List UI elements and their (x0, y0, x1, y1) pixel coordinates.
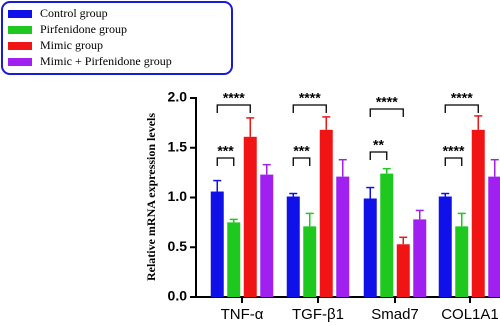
legend-label: Pirfenidone group (40, 22, 127, 36)
bar (488, 176, 500, 297)
significance-label: *** (293, 143, 310, 159)
bar (319, 129, 333, 297)
significance-label: **** (443, 143, 465, 159)
bar (227, 222, 241, 297)
bar (471, 129, 485, 297)
x-tick-label: TGF-β1 (292, 306, 344, 323)
legend-label: Mimic group (40, 38, 103, 52)
x-tick-label: TNF-α (221, 306, 264, 323)
bar (286, 196, 300, 297)
legend-swatch (8, 10, 32, 18)
significance-bracket (444, 157, 463, 166)
legend-label: Mimic + Pirfenidone group (40, 54, 172, 68)
significance-bracket (369, 151, 388, 160)
y-tick-label: 2.0 (168, 89, 188, 105)
significance-bracket (216, 157, 235, 166)
legend-swatch (8, 26, 32, 34)
significance-label: *** (217, 143, 234, 159)
significance-label: **** (451, 90, 473, 106)
significance-label: ** (373, 137, 384, 153)
bar (380, 173, 394, 297)
bar (336, 176, 350, 297)
significance-label: **** (223, 90, 245, 106)
y-tick-label: 0.5 (168, 238, 188, 254)
y-tick-label: 1.5 (168, 138, 188, 154)
significance-bracket (444, 104, 479, 113)
significance-label: **** (376, 94, 398, 110)
bar (303, 226, 317, 297)
significance-bracket (292, 157, 311, 166)
significance-bracket (369, 108, 404, 117)
legend-swatch (8, 42, 32, 50)
bar (210, 191, 224, 297)
significance-bracket (292, 104, 327, 113)
bar (455, 226, 469, 297)
legend-swatch (8, 58, 32, 66)
bar (413, 219, 427, 297)
significance-bracket (216, 104, 251, 113)
bar (260, 174, 274, 297)
legend-box (1, 1, 233, 75)
x-tick-label: Smad7 (371, 306, 419, 323)
bar (363, 198, 377, 297)
bar (396, 244, 410, 297)
y-axis-label: Relative mRNA expression levels (144, 113, 158, 281)
bar (243, 136, 257, 297)
y-tick-label: 0.0 (168, 288, 188, 304)
significance-label: **** (299, 90, 321, 106)
x-tick-label: COL1A1 (441, 306, 499, 323)
bar (438, 196, 452, 297)
y-tick-label: 1.0 (168, 188, 188, 204)
legend-label: Control group (40, 6, 108, 20)
